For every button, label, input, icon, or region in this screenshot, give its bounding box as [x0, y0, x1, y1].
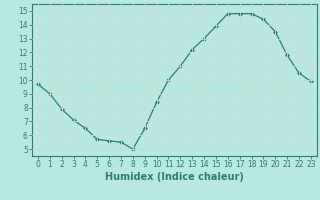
X-axis label: Humidex (Indice chaleur): Humidex (Indice chaleur)	[105, 172, 244, 182]
